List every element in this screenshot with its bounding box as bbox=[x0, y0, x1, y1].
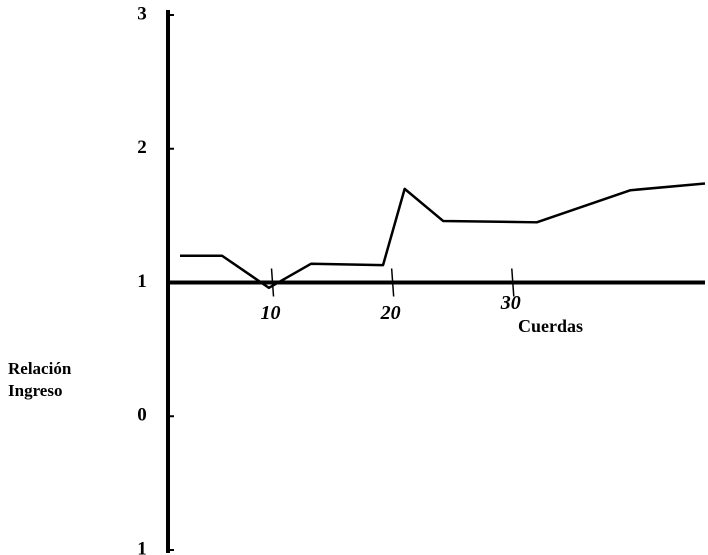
line-series bbox=[180, 182, 706, 290]
x-tick-label: 30 bbox=[500, 292, 521, 314]
x-axis-label: Cuerdas bbox=[518, 316, 583, 336]
y-tick-label: 1 bbox=[137, 538, 147, 555]
y-tick-label: 0 bbox=[137, 405, 147, 426]
x-tick bbox=[511, 268, 515, 297]
y-axis-label: Relación Ingreso bbox=[8, 359, 72, 400]
y-tick-label: 2 bbox=[137, 137, 147, 158]
y-tick-label: 3 bbox=[137, 3, 147, 24]
x-tick-label: 10 bbox=[261, 302, 281, 324]
x-tick-label: 20 bbox=[380, 302, 401, 324]
x-tick bbox=[270, 268, 275, 297]
x-tick bbox=[390, 268, 395, 297]
y-tick-label: 1 bbox=[137, 271, 147, 292]
